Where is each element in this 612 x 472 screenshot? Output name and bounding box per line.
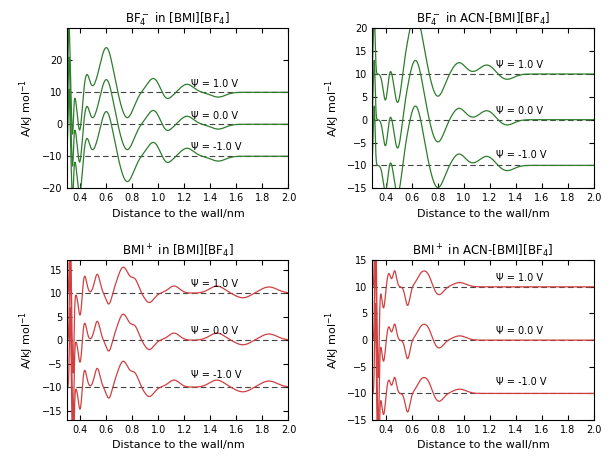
Text: Ψ = 0.0 V: Ψ = 0.0 V [191, 326, 238, 337]
Text: Ψ = -1.0 V: Ψ = -1.0 V [191, 370, 241, 380]
Text: Ψ = -1.0 V: Ψ = -1.0 V [496, 150, 547, 160]
Title: BMI$^+$ in [BMI][BF$_4$]: BMI$^+$ in [BMI][BF$_4$] [122, 243, 234, 260]
Y-axis label: A/kJ mol$^{-1}$: A/kJ mol$^{-1}$ [323, 311, 341, 369]
Title: BF$_4^-$ in ACN-[BMI][BF$_4$]: BF$_4^-$ in ACN-[BMI][BF$_4$] [416, 11, 550, 28]
X-axis label: Distance to the wall/nm: Distance to the wall/nm [417, 440, 550, 450]
Y-axis label: A/kJ mol$^{-1}$: A/kJ mol$^{-1}$ [18, 79, 36, 137]
Text: Ψ = 0.0 V: Ψ = 0.0 V [191, 111, 238, 121]
Title: BMI$^+$ in ACN-[BMI][BF$_4$]: BMI$^+$ in ACN-[BMI][BF$_4$] [412, 243, 554, 260]
Text: Ψ = 1.0 V: Ψ = 1.0 V [496, 60, 543, 70]
X-axis label: Distance to the wall/nm: Distance to the wall/nm [111, 209, 244, 219]
X-axis label: Distance to the wall/nm: Distance to the wall/nm [111, 440, 244, 450]
Title: BF$_4^-$ in [BMI][BF$_4$]: BF$_4^-$ in [BMI][BF$_4$] [125, 11, 231, 28]
Text: Ψ = 0.0 V: Ψ = 0.0 V [496, 106, 543, 116]
Y-axis label: A/kJ mol$^{-1}$: A/kJ mol$^{-1}$ [323, 79, 341, 137]
Text: Ψ = 1.0 V: Ψ = 1.0 V [191, 79, 238, 89]
Text: Ψ = 0.0 V: Ψ = 0.0 V [496, 326, 543, 336]
X-axis label: Distance to the wall/nm: Distance to the wall/nm [417, 209, 550, 219]
Text: Ψ = 1.0 V: Ψ = 1.0 V [496, 272, 543, 283]
Text: Ψ = -1.0 V: Ψ = -1.0 V [496, 377, 547, 387]
Text: Ψ = 1.0 V: Ψ = 1.0 V [191, 279, 238, 289]
Y-axis label: A/kJ mol$^{-1}$: A/kJ mol$^{-1}$ [18, 311, 36, 369]
Text: Ψ = -1.0 V: Ψ = -1.0 V [191, 143, 241, 152]
